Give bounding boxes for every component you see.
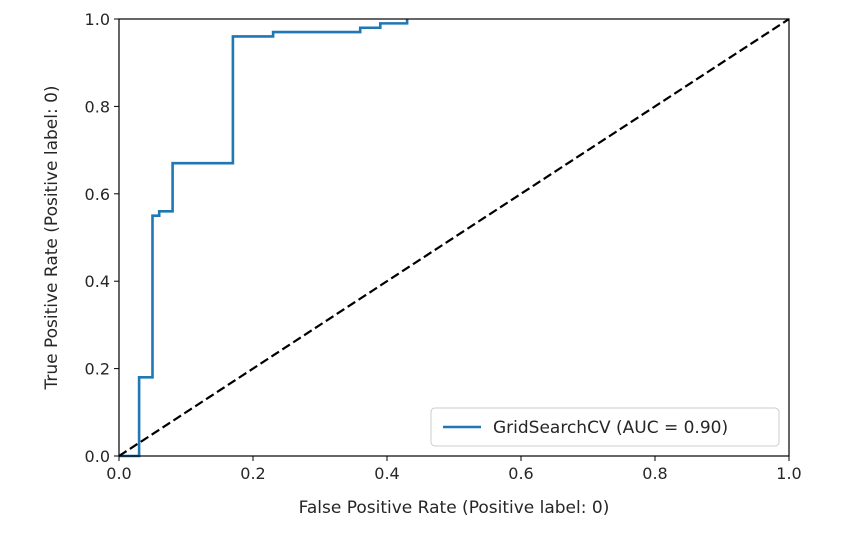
x-tick-label: 0.8 bbox=[642, 464, 667, 483]
x-axis-label: False Positive Rate (Positive label: 0) bbox=[299, 498, 610, 518]
x-tick-label: 0.4 bbox=[374, 464, 399, 483]
y-tick-label: 1.0 bbox=[85, 10, 110, 29]
x-tick-label: 0.2 bbox=[240, 464, 265, 483]
legend-label: GridSearchCV (AUC = 0.90) bbox=[493, 418, 728, 438]
legend: GridSearchCV (AUC = 0.90) bbox=[430, 407, 780, 447]
axis-ticks: 0.0 0.2 0.4 0.6 0.8 1.0 0.0 0.2 0.4 0.6 0.8 1.0 bbox=[85, 10, 802, 483]
y-axis-label: True Positive Rate (Positive label: 0) bbox=[42, 85, 62, 390]
x-tick-label: 0.0 bbox=[106, 464, 131, 483]
y-tick-label: 0.0 bbox=[85, 447, 110, 466]
plot-marks bbox=[118, 18, 790, 458]
chance-diagonal-line bbox=[118, 18, 790, 457]
x-tick-label: 0.6 bbox=[508, 464, 533, 483]
x-tick-label: 1.0 bbox=[776, 464, 801, 483]
y-tick-label: 0.8 bbox=[85, 97, 110, 116]
y-tick-label: 0.6 bbox=[85, 185, 110, 204]
roc-curve-line bbox=[119, 19, 409, 458]
plot-frame bbox=[118, 18, 790, 457]
y-tick-label: 0.2 bbox=[85, 360, 110, 379]
legend-box bbox=[430, 407, 780, 447]
y-tick-label: 0.4 bbox=[85, 272, 110, 291]
